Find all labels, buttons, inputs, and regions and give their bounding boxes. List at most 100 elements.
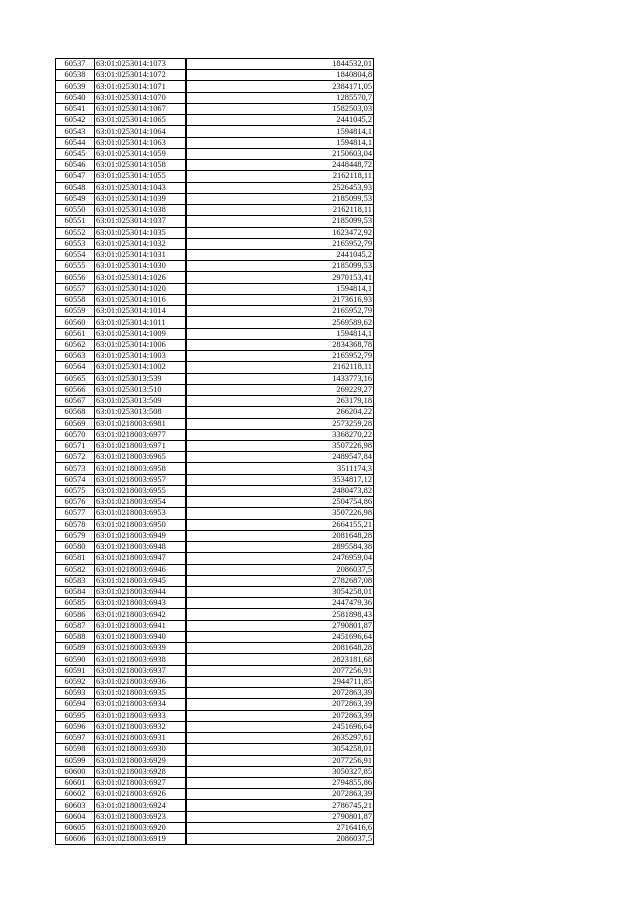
cadastral-number: 63:01:0253014:1014 (94, 305, 187, 318)
table-row: 60590 63:01:0218003:6938 2823181,68 (55, 653, 374, 666)
cadastral-number: 63:01:0218003:6948 (94, 541, 187, 554)
cadastral-number: 63:01:0253014:1073 (94, 57, 187, 71)
table-row: 60573 63:01:0218003:6958 3511174,3 (55, 462, 374, 475)
cadastral-value: 2384171,05 (185, 80, 374, 93)
cadastral-value: 2573259,28 (185, 417, 374, 430)
row-number: 60597 (55, 732, 95, 745)
table-row: 60570 63:01:0218003:6977 3368270,22 (55, 428, 374, 441)
cadastral-number: 63:01:0253014:1059 (94, 147, 187, 161)
table-row: 60538 63:01:0253014:1072 1840804,8 (55, 69, 374, 82)
row-number: 60580 (55, 541, 95, 554)
cadastral-value: 2476959,04 (185, 552, 374, 565)
cadastral-value: 1433773,16 (185, 372, 374, 385)
row-number: 60587 (55, 619, 95, 632)
row-number: 60565 (55, 372, 95, 385)
table-row: 60568 63:01:0253013:508 266204,22 (55, 406, 374, 419)
cadastral-value: 1623472,92 (185, 226, 374, 239)
cadastral-number: 63:01:0253014:1003 (94, 350, 187, 363)
table-row: 60577 63:01:0218003:6953 3507226,98 (55, 507, 374, 520)
table-row: 60552 63:01:0253014:1035 1623472,92 (55, 226, 374, 239)
table-row: 60545 63:01:0253014:1059 2150603,04 (55, 147, 374, 161)
cadastral-value: 2451696,64 (185, 720, 374, 734)
cadastral-number: 63:01:0253014:1035 (94, 226, 187, 239)
table-row: 60562 63:01:0253014:1006 2834368,78 (55, 338, 374, 352)
row-number: 60555 (55, 260, 95, 273)
table-row: 60544 63:01:0253014:1063 1594814,1 (55, 136, 374, 149)
cadastral-value: 3054258,01 (185, 743, 374, 756)
row-number: 60569 (55, 417, 95, 430)
row-number: 60566 (55, 383, 95, 397)
row-number: 60601 (55, 776, 95, 790)
table-row: 60583 63:01:0218003:6945 2782687,08 (55, 574, 374, 588)
cadastral-number: 63:01:0253013:508 (94, 406, 187, 419)
cadastral-number: 63:01:0218003:6977 (94, 428, 187, 441)
row-number: 60574 (55, 473, 95, 486)
cadastral-number: 63:01:0218003:6919 (94, 833, 187, 846)
cadastral-value: 2716416,6 (185, 821, 374, 835)
cadastral-number: 63:01:0218003:6924 (94, 799, 187, 812)
cadastral-value: 2489547,84 (185, 451, 374, 464)
cadastral-value: 1594814,1 (185, 125, 374, 138)
cadastral-value: 2086037,5 (185, 563, 374, 576)
cadastral-value: 2086037,5 (185, 833, 374, 846)
cadastral-number: 63:01:0218003:6955 (94, 484, 187, 498)
cadastral-number: 63:01:0218003:6947 (94, 552, 187, 565)
cadastral-value: 2165952,79 (185, 237, 374, 250)
table-row: 60557 63:01:0253014:1020 1594814,1 (55, 282, 374, 295)
table-row: 60595 63:01:0218003:6933 2072863,39 (55, 709, 374, 722)
cadastral-number: 63:01:0253013:539 (94, 372, 187, 385)
cadastral-value: 2081648,28 (185, 529, 374, 543)
cadastral-number: 63:01:0218003:6953 (94, 507, 187, 520)
cadastral-number: 63:01:0218003:6958 (94, 462, 187, 475)
row-number: 60599 (55, 754, 95, 767)
table-row: 60588 63:01:0218003:6940 2451696,64 (55, 630, 374, 644)
row-number: 60553 (55, 237, 95, 250)
row-number: 60592 (55, 675, 95, 689)
cadastral-number: 63:01:0253014:1011 (94, 316, 187, 329)
table-row: 60584 63:01:0218003:6944 3054258,01 (55, 586, 374, 599)
table-row: 60540 63:01:0253014:1070 1285570,7 (55, 91, 374, 104)
row-number: 60590 (55, 653, 95, 666)
cadastral-number: 63:01:0218003:6935 (94, 687, 187, 700)
table-row: 60551 63:01:0253014:1037 2185099,53 (55, 215, 374, 228)
cadastral-number: 63:01:0253014:1002 (94, 361, 187, 374)
cadastral-value: 269229,27 (185, 383, 374, 397)
row-number: 60604 (55, 810, 95, 823)
cadastral-value: 1594814,1 (185, 282, 374, 295)
cadastral-number: 63:01:0218003:6942 (94, 608, 187, 621)
table-row: 60592 63:01:0218003:6936 2944711,85 (55, 675, 374, 689)
row-number: 60561 (55, 327, 95, 340)
cadastral-value: 3507226,98 (185, 439, 374, 453)
cadastral-value: 3511174,3 (185, 462, 374, 475)
table-row: 60547 63:01:0253014:1055 2162118,11 (55, 170, 374, 183)
cadastral-value: 2504754,86 (185, 496, 374, 509)
cadastral-number: 63:01:0253014:1071 (94, 80, 187, 93)
table-row: 60549 63:01:0253014:1039 2185099,53 (55, 192, 374, 206)
row-number: 60558 (55, 293, 95, 307)
cadastral-value: 263179,18 (185, 395, 374, 408)
cadastral-value: 3368270,22 (185, 428, 374, 441)
cadastral-value: 3054258,01 (185, 586, 374, 599)
row-number: 60559 (55, 305, 95, 318)
cadastral-value: 2165952,79 (185, 305, 374, 318)
cadastral-number: 63:01:0253014:1067 (94, 102, 187, 116)
cadastral-number: 63:01:0253014:1016 (94, 293, 187, 307)
table-row: 60589 63:01:0218003:6939 2081648,28 (55, 642, 374, 655)
table-row: 60594 63:01:0218003:6934 2072863,39 (55, 698, 374, 711)
table-row: 60575 63:01:0218003:6955 2480473,82 (55, 484, 374, 498)
table-row: 60567 63:01:0253013:509 263179,18 (55, 395, 374, 408)
cadastral-number: 63:01:0218003:6940 (94, 630, 187, 644)
table-row: 60596 63:01:0218003:6932 2451696,64 (55, 720, 374, 734)
table-row: 60605 63:01:0218003:6920 2716416,6 (55, 821, 374, 835)
table-row: 60587 63:01:0218003:6941 2790801,87 (55, 619, 374, 632)
cadastral-value: 2480473,82 (185, 484, 374, 498)
cadastral-number: 63:01:0218003:6941 (94, 619, 187, 632)
cadastral-value: 2823181,68 (185, 653, 374, 666)
table-row: 60543 63:01:0253014:1064 1594814,1 (55, 125, 374, 138)
table-row: 60598 63:01:0218003:6930 3054258,01 (55, 743, 374, 756)
cadastral-value: 2165952,79 (185, 350, 374, 363)
row-number: 60540 (55, 91, 95, 104)
cadastral-number: 63:01:0218003:6950 (94, 518, 187, 531)
table-row: 60555 63:01:0253014:1030 2185099,53 (55, 260, 374, 273)
table-row: 60539 63:01:0253014:1071 2384171,05 (55, 80, 374, 93)
